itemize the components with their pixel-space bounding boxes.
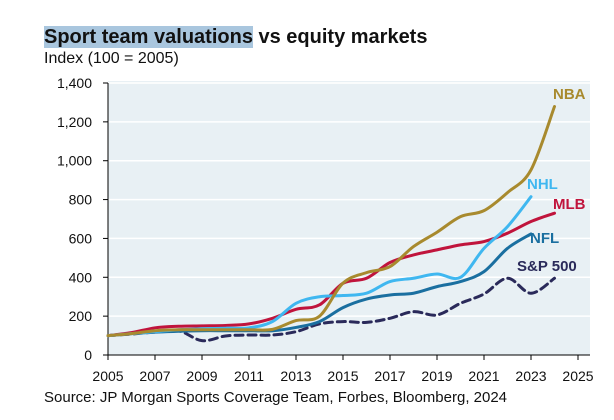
- series-label: S&P 500: [517, 258, 577, 275]
- source-note: Source: JP Morgan Sports Coverage Team, …: [44, 389, 508, 406]
- x-tick-label: 2005: [92, 368, 123, 384]
- y-tick-label: 800: [69, 192, 93, 208]
- series-label: NBA: [553, 86, 586, 103]
- x-tick-label: 2015: [327, 368, 358, 384]
- y-tick-label: 400: [69, 269, 93, 285]
- x-tick-label: 2009: [186, 368, 217, 384]
- x-tick-label: 2021: [468, 368, 499, 384]
- x-tick-label: 2011: [234, 368, 264, 384]
- title-rest: vs equity markets: [252, 26, 428, 48]
- series-line-nba: [106, 105, 556, 338]
- x-tick-label: 2017: [374, 368, 405, 384]
- x-tick-label: 2019: [421, 368, 452, 384]
- x-tick-label: 2023: [515, 368, 546, 384]
- title-highlight: Sport team valuations: [44, 26, 253, 48]
- series-label: NFL: [530, 230, 559, 247]
- x-tick-label: 2025: [562, 368, 593, 384]
- series-line-nfl: [106, 232, 533, 338]
- x-tick-label: 2007: [139, 368, 170, 384]
- x-tick-label: 2013: [280, 368, 311, 384]
- y-axis-label: Index (100 = 2005): [44, 50, 179, 67]
- y-tick-label: 600: [69, 230, 93, 246]
- series-label: NHL: [527, 176, 558, 193]
- chart-title: Sport team valuations vs equity markets: [44, 26, 427, 49]
- y-tick-label: 1,200: [57, 114, 92, 130]
- y-tick-label: 1,000: [57, 153, 92, 169]
- series-label: MLB: [553, 196, 586, 213]
- plot-background: [108, 81, 590, 355]
- y-tick-label: 0: [84, 347, 92, 363]
- y-tick-label: 200: [69, 308, 93, 324]
- series-line-mlb: [106, 211, 556, 338]
- y-tick-label: 1,400: [57, 75, 92, 91]
